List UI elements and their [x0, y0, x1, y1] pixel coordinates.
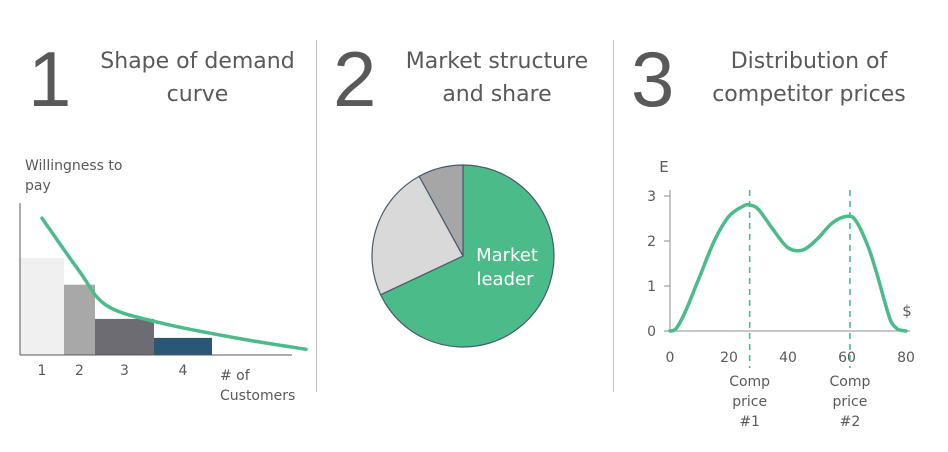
panel-divider	[316, 40, 317, 392]
x-tick-label: 20	[720, 350, 738, 366]
panel-number: 1	[28, 35, 72, 123]
comp-price-label: Comp	[729, 374, 770, 390]
panel-title-line: curve	[166, 82, 229, 107]
x-tick-label: 60	[838, 350, 856, 366]
y-tick-label: 1	[647, 279, 656, 295]
x-axis-label: # of Customers	[220, 366, 295, 406]
panel-title-line: competitor prices	[712, 82, 906, 107]
demand-bar	[20, 258, 64, 355]
x-tick-label: 1	[38, 363, 47, 379]
demand-bar	[95, 318, 154, 355]
price-distribution-chart: E $0 1 2 3 0 20 40 60 80 Comp price #1 Comp price #2	[647, 158, 915, 430]
demand-bar	[154, 337, 212, 355]
y-axis-label-line: pay	[25, 178, 51, 194]
comp-price-label: Comp	[830, 374, 871, 390]
panel-title: Distribution of competitor prices	[694, 45, 924, 111]
panel-title-line: Distribution of	[730, 49, 888, 74]
pie-slice-label: leader	[476, 269, 534, 290]
x-tick-label: 4	[179, 363, 188, 379]
y-axis-label: E	[659, 158, 668, 176]
panel-divider	[613, 40, 614, 392]
panel-title-line: Shape of demand	[100, 49, 295, 74]
pie-slice-label: Market	[476, 245, 538, 266]
panel-title: Shape of demand curve	[90, 45, 305, 111]
x-tick-label: 0	[666, 350, 675, 366]
y-tick-label: 0	[647, 324, 656, 340]
x-tick-label: 3	[120, 363, 129, 379]
y-tick-label: 2	[647, 234, 656, 250]
comp-price-label: #1	[739, 414, 760, 430]
price-distribution-line	[668, 202, 908, 333]
pie-slice	[379, 164, 555, 348]
x-axis-label-line: # of	[220, 368, 250, 384]
panel-demand-curve: 1 Shape of demand curve Willingness to p…	[0, 0, 316, 452]
comp-price-label: price	[732, 394, 767, 410]
pie-slice	[371, 175, 464, 296]
comp-price-label: #2	[840, 414, 861, 430]
comp-price-label: price	[833, 394, 868, 410]
panel-number: 2	[333, 35, 377, 123]
x-axis-label-line: Customers	[220, 388, 296, 404]
y-tick-label: 3	[647, 189, 656, 205]
demand-curve-line	[40, 216, 308, 352]
panel-title: Market structure and share	[392, 45, 602, 111]
demand-bar	[64, 284, 95, 355]
market-share-pie: Market leader	[371, 164, 555, 348]
x-tick-label: 80	[897, 350, 915, 366]
x-axis-label: $	[902, 302, 912, 320]
demand-chart: 1 2 3 4	[19, 203, 308, 379]
panel-title-line: Market structure	[405, 49, 589, 74]
panel-market-structure: 2 Market structure and share Market leade…	[317, 0, 613, 452]
x-tick-label: 2	[75, 363, 84, 379]
x-tick-label: 40	[779, 350, 797, 366]
pie-slice	[418, 164, 464, 257]
panel-competitor-prices: 3 Distribution of competitor prices E $0 1…	[614, 0, 948, 452]
panel-number: 3	[631, 35, 675, 123]
panel-title-line: and share	[442, 82, 552, 107]
y-axis-label: Willingness to pay	[25, 156, 122, 196]
y-axis-label-line: Willingness to	[25, 158, 123, 174]
